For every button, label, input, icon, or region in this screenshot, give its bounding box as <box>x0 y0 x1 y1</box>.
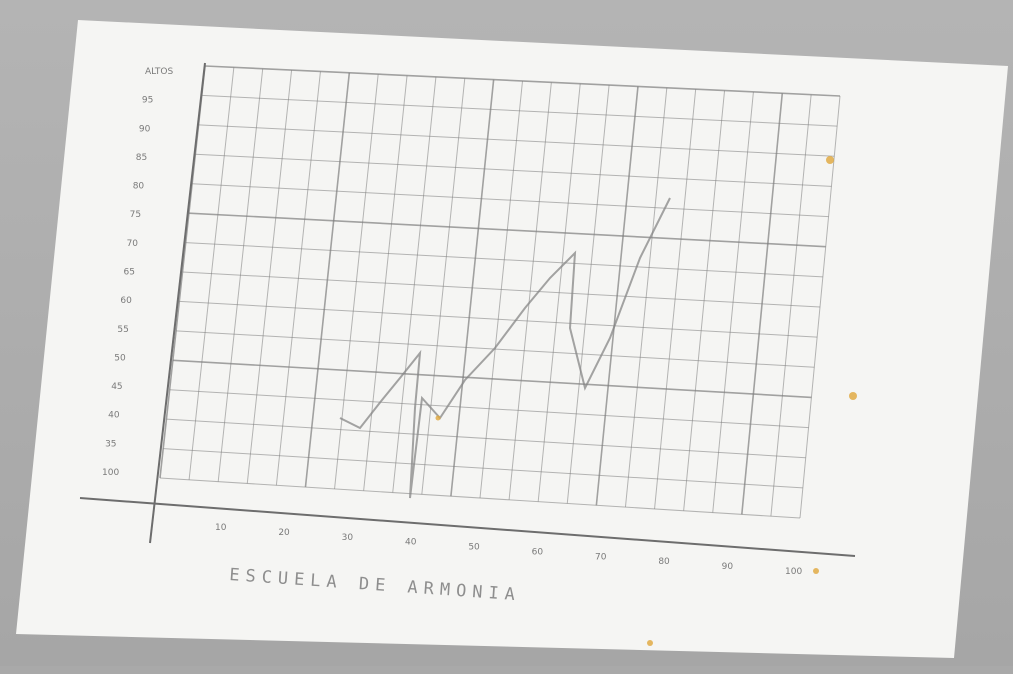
card-surface <box>16 20 1008 658</box>
y-axis-bottom-label: 100 <box>102 468 119 478</box>
grid-horizontal-line <box>179 300 818 338</box>
stain-speck <box>813 568 819 574</box>
grid-horizontal-line <box>185 242 823 278</box>
x-tick-label: 50 <box>468 543 480 553</box>
x-tick-label: 30 <box>342 533 354 543</box>
y-tick-label: 90 <box>139 124 151 134</box>
y-tick-label: 35 <box>105 439 116 449</box>
grid <box>159 65 841 519</box>
y-axis-top-label: ALTOS <box>145 67 174 77</box>
graph-paper-svg: ALTOS 100 95 90 85 80 75 70 65 60 55 50 45 40 35 10 2… <box>16 20 1008 658</box>
x-tick-label: 100 <box>785 567 802 577</box>
x-tick-label: 80 <box>658 557 670 567</box>
x-tick-label: 90 <box>722 562 734 572</box>
y-axis <box>149 62 206 544</box>
grid-horizontal-line <box>198 124 835 157</box>
y-tick-label: 40 <box>108 411 120 421</box>
y-tick-label: 85 <box>136 153 147 163</box>
stain-speck <box>647 640 653 646</box>
y-tick-label: 80 <box>133 182 145 192</box>
pencil-trace <box>339 197 671 499</box>
grid-horizontal-line <box>192 183 829 218</box>
x-tick-label: 40 <box>405 538 417 548</box>
x-tick-label: 60 <box>532 547 544 557</box>
grid-horizontal-line <box>195 153 832 187</box>
y-tick-label: 60 <box>120 296 132 306</box>
grid-horizontal-line <box>169 389 809 429</box>
stain-speck <box>849 392 857 400</box>
grid-horizontal-line <box>159 477 801 519</box>
y-tick-label: 95 <box>142 96 153 106</box>
y-tick-label: 45 <box>111 382 122 392</box>
x-tick-label: 70 <box>595 552 607 562</box>
grid-horizontal-line <box>163 448 803 489</box>
y-tick-label: 55 <box>117 325 128 335</box>
stain-speck <box>826 156 834 164</box>
y-tick-labels: 95 90 85 80 75 70 65 60 55 50 45 40 35 <box>105 96 153 450</box>
y-tick-label: 65 <box>124 268 135 278</box>
grid-horizontal-line <box>182 271 821 308</box>
x-tick-label: 20 <box>278 528 290 538</box>
grid-horizontal-line <box>201 94 838 127</box>
grid-horizontal-line <box>204 65 841 97</box>
x-tick-labels: 10 20 30 40 50 60 70 80 90 100 <box>215 523 802 577</box>
y-tick-label: 70 <box>127 239 139 249</box>
x-tick-label: 10 <box>215 523 227 533</box>
grid-horizontal-line <box>166 418 806 459</box>
y-tick-label: 75 <box>130 210 141 220</box>
x-axis <box>79 497 856 557</box>
stain-speck <box>435 415 441 421</box>
y-tick-label: 50 <box>114 353 126 363</box>
grid-horizontal-line <box>188 212 826 248</box>
paper-card: ALTOS 100 95 90 85 80 75 70 65 60 55 50 45 40 35 10 2… <box>10 8 1008 658</box>
grid-horizontal-line <box>172 359 812 399</box>
